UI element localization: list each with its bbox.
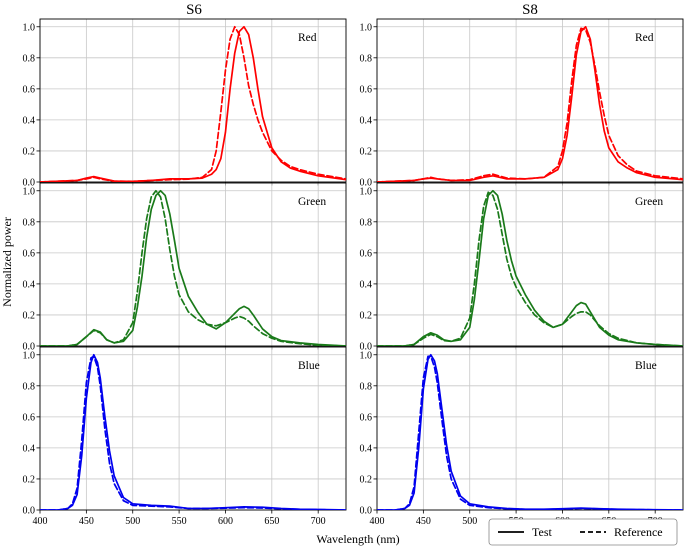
series-line-test	[40, 353, 346, 510]
panel-s6-green: 0.0 0.2 0.4 0.6 0.8 1.0 Green	[23, 182, 347, 353]
y-tick-label: 0.2	[23, 474, 36, 485]
y-tick-label: 0.0	[23, 178, 36, 189]
panel-label-red: Red	[298, 32, 317, 44]
y-tick-label: 0.0	[23, 342, 36, 353]
panel-s8-red: 0.0 0.2 0.4 0.6 0.8 1.0 Red	[360, 18, 684, 189]
y-tick-label: 0.2	[360, 474, 373, 485]
y-tick-label: 0.6	[360, 248, 373, 259]
panels-layer: 0.0 0.2 0.4 0.6 0.8 1.0 Red 0.0 0.2 0.4 0.6 0.8 1.0 R…	[23, 18, 684, 527]
y-tick-label: 0.4	[360, 279, 373, 290]
panel-frame	[39, 346, 347, 511]
x-tick-label: 700	[311, 516, 326, 527]
legend-test-label: Test	[532, 525, 552, 539]
y-tick-label: 0.2	[360, 310, 373, 321]
y-tick-label: 0.6	[23, 84, 36, 95]
y-tick-label: 0.0	[360, 178, 373, 189]
y-tick-label: 1.0	[23, 350, 36, 361]
x-tick-label: 550	[172, 516, 187, 527]
y-tick-label: 0.6	[23, 248, 36, 259]
y-tick-label: 1.0	[23, 22, 36, 33]
y-tick-label: 0.4	[23, 279, 36, 290]
series-line-test	[40, 25, 346, 182]
legend-reference-label: Reference	[614, 525, 663, 539]
panel-s8-green: 0.0 0.2 0.4 0.6 0.8 1.0 Green	[360, 182, 684, 353]
y-tick-label: 1.0	[23, 186, 36, 197]
x-tick-label: 450	[416, 516, 431, 527]
x-tick-label: 500	[462, 516, 477, 527]
series-line-reference	[377, 355, 683, 510]
y-tick-label: 0.8	[23, 53, 36, 64]
y-tick-label: 0.0	[360, 506, 373, 517]
panel-label-green: Green	[298, 196, 326, 208]
y-tick-label: 1.0	[360, 350, 373, 361]
series-line-reference	[40, 189, 346, 346]
y-axis-label: Normalized power	[0, 217, 14, 307]
x-tick-label: 400	[370, 516, 385, 527]
panel-s8-blue: 4004505005506006507000.00.20.40.60.81.0B…	[360, 346, 684, 527]
column-title-s8: S8	[522, 2, 538, 18]
y-tick-label: 0.8	[360, 217, 373, 228]
y-tick-label: 0.2	[23, 146, 36, 157]
series-line-test	[377, 353, 683, 510]
series-line-reference	[377, 27, 683, 182]
y-tick-label: 1.0	[360, 22, 373, 33]
x-tick-label: 500	[125, 516, 140, 527]
y-tick-label: 0.4	[360, 115, 373, 126]
panel-s6-red: 0.0 0.2 0.4 0.6 0.8 1.0 Red	[23, 18, 347, 189]
panel-label-blue: Blue	[635, 360, 657, 372]
column-title-s6: S6	[186, 2, 202, 18]
series-line-test	[377, 189, 683, 346]
panel-frame	[376, 18, 684, 183]
y-tick-label: 0.2	[23, 310, 36, 321]
panel-frame	[376, 182, 684, 347]
panel-s6-blue: 400 450 500 550 600 650 700 0.0 0.2 0.4 0.6 0.8 1.0 B…	[23, 346, 347, 527]
x-tick-label: 450	[79, 516, 94, 527]
panel-label-blue: Blue	[298, 360, 320, 372]
y-tick-label: 0.6	[360, 84, 373, 95]
series-line-reference	[40, 355, 346, 510]
panel-label-red: Red	[635, 32, 654, 44]
y-tick-label: 1.0	[360, 186, 373, 197]
y-tick-label: 0.8	[360, 381, 373, 392]
panel-frame	[39, 18, 347, 183]
y-tick-label: 0.8	[23, 381, 36, 392]
y-tick-label: 0.4	[23, 443, 36, 454]
y-tick-label: 0.8	[360, 53, 373, 64]
y-tick-label: 0.4	[23, 115, 36, 126]
series-line-test	[40, 189, 346, 346]
series-line-test	[377, 25, 683, 182]
y-tick-label: 0.0	[360, 342, 373, 353]
series-line-reference	[40, 25, 346, 182]
y-tick-label: 0.0	[23, 506, 36, 517]
y-tick-label: 0.4	[360, 443, 373, 454]
x-tick-label: 650	[264, 516, 279, 527]
y-tick-label: 0.2	[360, 146, 373, 157]
x-tick-label: 400	[33, 516, 48, 527]
panel-label-green: Green	[635, 196, 663, 208]
y-tick-label: 0.8	[23, 217, 36, 228]
legend: Test Reference	[488, 518, 678, 546]
x-tick-label: 600	[218, 516, 233, 527]
y-tick-label: 0.6	[360, 412, 373, 423]
panel-frame	[39, 182, 347, 347]
series-line-reference	[377, 191, 683, 346]
y-tick-label: 0.6	[23, 412, 36, 423]
x-axis-label: Wavelength (nm)	[316, 532, 399, 546]
